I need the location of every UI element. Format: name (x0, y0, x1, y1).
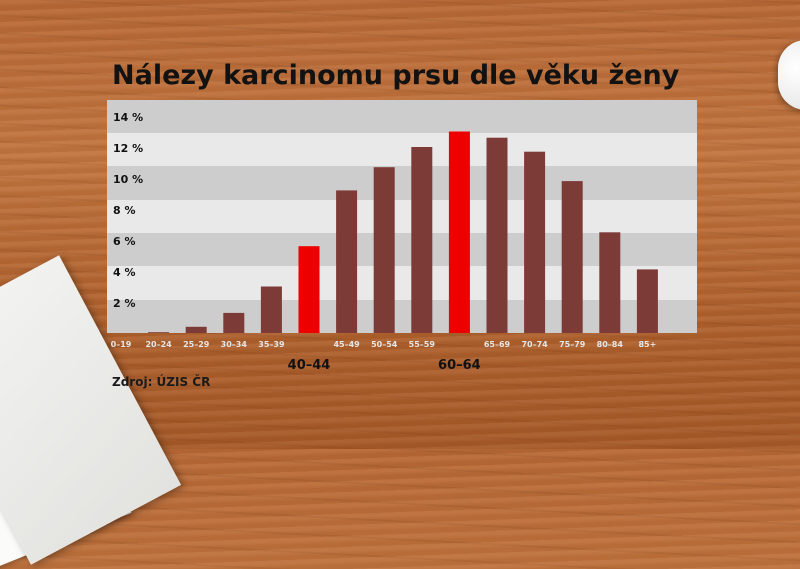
y-tick-label: 12 % (113, 142, 143, 155)
grid-band (107, 266, 697, 300)
x-tick-label: 80–84 (597, 340, 624, 349)
y-axis-ticks: 2 % 4 % 6 % 8 % 10 % 12 % 14 % (113, 111, 143, 310)
bar (411, 147, 433, 333)
bars-group (148, 131, 658, 334)
bar (260, 286, 282, 333)
coffee-cup (778, 40, 800, 110)
bar-highlighted (448, 131, 470, 333)
x-tick-label: 25–29 (183, 340, 210, 349)
x-tick-label-highlighted: 60–64 (438, 358, 481, 373)
grid-band (107, 100, 697, 133)
y-tick-label: 4 % (113, 266, 136, 279)
x-tick-label: 70–74 (521, 340, 548, 349)
bar (599, 232, 621, 334)
bar-highlighted (298, 246, 320, 333)
y-tick-label: 10 % (113, 173, 143, 186)
grid-band (107, 166, 697, 200)
y-tick-label: 2 % (113, 297, 136, 310)
x-tick-label-highlighted: 40–44 (288, 358, 331, 373)
y-tick-label: 8 % (113, 204, 136, 217)
bar (524, 151, 546, 333)
chart-title: Nálezy karcinomu prsu dle věku ženy (112, 60, 680, 91)
bar (223, 312, 245, 333)
x-tick-label: 55–59 (409, 340, 436, 349)
bar (185, 326, 207, 333)
grid-band (107, 133, 697, 166)
x-tick-label: 30–34 (221, 340, 248, 349)
bar (336, 190, 358, 333)
grid-band (107, 200, 697, 233)
bar (148, 332, 170, 333)
y-tick-label: 6 % (113, 235, 136, 248)
x-tick-label: 20–24 (145, 340, 172, 349)
x-tick-label: 65–69 (484, 340, 511, 349)
bar (636, 269, 658, 333)
bar (561, 181, 583, 333)
bar-chart: 2 % 4 % 6 % 8 % 10 % 12 % 14 % 0–19 20–24 25–29 3… (107, 100, 697, 373)
grid-bands (107, 100, 697, 333)
x-tick-label: 45–49 (333, 340, 360, 349)
bar (373, 167, 395, 333)
x-tick-label: 35–39 (258, 340, 285, 349)
y-tick-label: 14 % (113, 111, 143, 124)
source-note: Zdroj: ÚZIS ČR (112, 375, 211, 389)
x-tick-label: 0–19 (111, 340, 132, 349)
grid-band (107, 233, 697, 266)
bar (486, 137, 508, 333)
x-tick-label: 75–79 (559, 340, 586, 349)
x-tick-label: 85+ (638, 340, 656, 349)
x-tick-label: 50–54 (371, 340, 398, 349)
